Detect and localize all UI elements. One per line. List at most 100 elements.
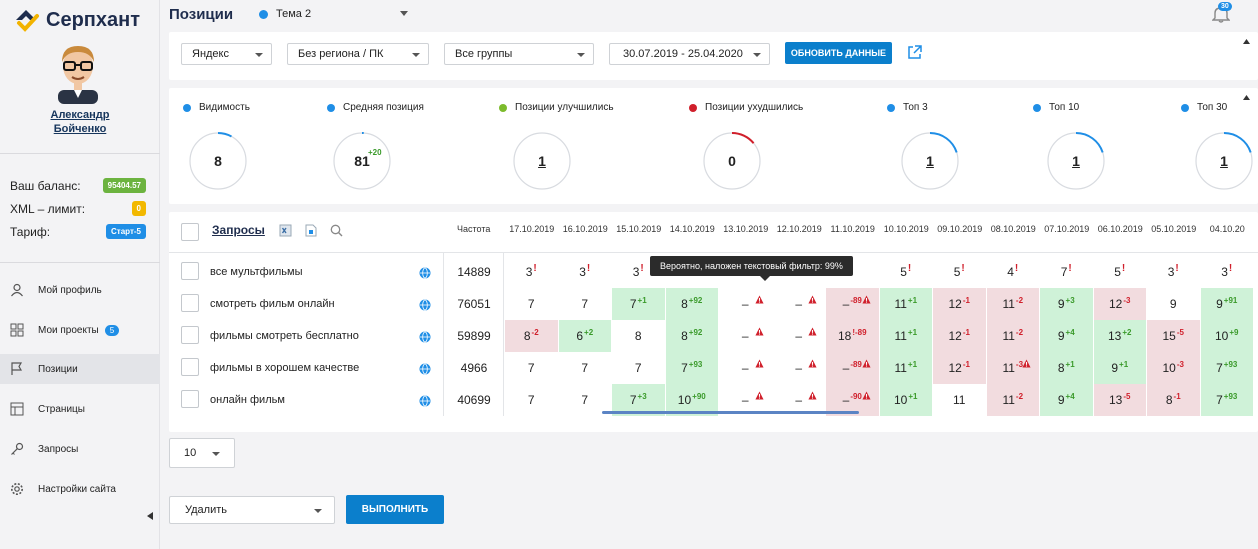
position-cell[interactable]: 8 -1 [1147, 384, 1200, 416]
nav-item-profile[interactable]: Мой профиль [0, 275, 160, 305]
date-column-header[interactable]: 07.10.2019 [1044, 224, 1090, 234]
date-column-header[interactable]: 14.10.2019 [669, 224, 715, 234]
position-cell[interactable]: 5! [933, 256, 986, 288]
user-first-name[interactable]: Александр [50, 109, 110, 121]
bulk-action-select[interactable]: Удалить [169, 496, 335, 524]
position-cell[interactable]: – [719, 384, 772, 416]
row-checkbox[interactable] [181, 390, 199, 408]
position-cell[interactable]: 12 -3 [1093, 288, 1146, 320]
position-cell[interactable]: 8 +92 [665, 320, 718, 352]
position-cell[interactable]: – [773, 288, 826, 320]
date-column-header[interactable]: 11.10.2019 [830, 224, 875, 234]
execute-button[interactable]: ВЫПОЛНИТЬ [346, 495, 444, 524]
engine-select[interactable]: Яндекс [181, 43, 272, 65]
row-checkbox[interactable] [181, 262, 199, 280]
position-cell[interactable]: – -90 [826, 384, 879, 416]
globe-icon[interactable] [419, 362, 431, 375]
position-cell[interactable]: – [773, 320, 826, 352]
position-cell[interactable]: 18 !-89 [826, 320, 879, 352]
position-cell[interactable]: 10 +1 [879, 384, 932, 416]
user-last-name[interactable]: Бойченко [53, 123, 107, 135]
nav-item-projects[interactable]: Мои проекты 5 [0, 315, 160, 345]
warning-icon[interactable] [808, 291, 817, 304]
position-cell[interactable]: 7 [505, 288, 558, 320]
position-cell[interactable]: 13 -5 [1093, 384, 1146, 416]
stat-value[interactable]: 1 [1220, 153, 1228, 169]
collapse-sidebar-icon[interactable] [147, 512, 153, 520]
group-select[interactable]: Все группы [444, 43, 594, 65]
globe-icon[interactable] [419, 330, 431, 343]
position-cell[interactable]: – [773, 384, 826, 416]
excel-export-icon[interactable] [279, 224, 292, 237]
globe-icon[interactable] [419, 298, 431, 311]
position-cell[interactable]: 7 [559, 288, 612, 320]
date-column-header[interactable]: 13.10.2019 [723, 224, 769, 234]
row-checkbox[interactable] [181, 358, 199, 376]
horizontal-scrollbar[interactable] [602, 411, 859, 414]
search-icon[interactable] [330, 224, 343, 237]
warning-icon[interactable] [754, 387, 764, 400]
queries-column-header[interactable]: Запросы [212, 223, 265, 237]
position-cell[interactable]: 3! [1147, 256, 1200, 288]
stat-value[interactable]: 1 [1072, 153, 1080, 169]
collapse-stats-icon[interactable] [1243, 95, 1250, 100]
position-cell[interactable]: 13 +2 [1093, 320, 1146, 352]
position-cell[interactable]: – -89 [826, 352, 879, 384]
position-cell[interactable]: 7 +1 [612, 288, 665, 320]
collapse-filters-icon[interactable] [1243, 39, 1250, 44]
date-column-header[interactable]: 04.10.20 [1209, 224, 1245, 234]
external-link-icon[interactable] [907, 45, 922, 60]
position-cell[interactable]: 7 [505, 352, 558, 384]
per-page-select[interactable]: 10 [169, 438, 235, 468]
nav-item-pages[interactable]: Страницы [0, 394, 160, 424]
position-cell[interactable]: 5! [1094, 256, 1147, 288]
position-cell[interactable]: 15 -5 [1147, 320, 1200, 352]
position-cell[interactable]: – [719, 288, 772, 320]
date-column-header[interactable]: 16.10.2019 [562, 224, 608, 234]
tariff-badge[interactable]: Старт-5 [106, 224, 146, 239]
position-cell[interactable]: 10 -3 [1147, 352, 1200, 384]
position-cell[interactable]: 9 [1147, 288, 1200, 320]
position-cell[interactable]: 12 -1 [933, 352, 986, 384]
date-column-header[interactable]: 10.10.2019 [883, 224, 929, 234]
position-cell[interactable]: – [719, 320, 772, 352]
position-cell[interactable]: 12 -1 [933, 320, 986, 352]
nav-item-queries[interactable]: Запросы [0, 434, 160, 464]
stat-value[interactable]: 1 [538, 153, 546, 169]
row-checkbox[interactable] [181, 326, 199, 344]
position-cell[interactable]: 11 -2 [986, 320, 1039, 352]
warning-icon[interactable] [861, 291, 871, 304]
nav-item-positions[interactable]: Позиции [0, 354, 160, 384]
position-cell[interactable]: 7 [559, 352, 612, 384]
position-cell[interactable]: 10 +9 [1200, 320, 1253, 352]
position-cell[interactable]: 12 -1 [933, 288, 986, 320]
date-column-header[interactable]: 06.10.2019 [1097, 224, 1143, 234]
position-cell[interactable]: 4! [987, 256, 1040, 288]
position-cell[interactable]: 11 +1 [879, 288, 932, 320]
position-cell[interactable]: – -89 [826, 288, 879, 320]
position-cell[interactable]: 7 +93 [665, 352, 718, 384]
avatar[interactable] [48, 40, 108, 104]
position-cell[interactable]: 7 +93 [1200, 384, 1253, 416]
date-column-header[interactable]: 15.10.2019 [616, 224, 662, 234]
position-cell[interactable]: 9 +91 [1200, 288, 1253, 320]
nav-item-site-settings[interactable]: Настройки сайта [0, 474, 160, 504]
warning-icon[interactable] [861, 355, 871, 368]
position-cell[interactable]: 7 [612, 352, 665, 384]
position-cell[interactable]: 9 +1 [1093, 352, 1146, 384]
position-cell[interactable]: 9 +4 [1040, 384, 1093, 416]
position-cell[interactable]: – [719, 352, 772, 384]
position-cell[interactable]: 8 [612, 320, 665, 352]
position-cell[interactable]: 7! [1040, 256, 1093, 288]
position-cell[interactable]: 11 -2 [986, 384, 1039, 416]
position-cell[interactable]: 3! [505, 256, 558, 288]
position-cell[interactable]: 11 +1 [879, 352, 932, 384]
select-all-checkbox[interactable] [181, 223, 199, 241]
warning-icon[interactable] [861, 387, 871, 400]
position-cell[interactable]: 7 [559, 384, 612, 416]
warning-icon[interactable] [754, 355, 764, 368]
chevron-down-icon[interactable] [400, 11, 408, 16]
position-cell[interactable]: 7 +3 [612, 384, 665, 416]
position-cell[interactable]: 9 +3 [1040, 288, 1093, 320]
position-cell[interactable]: 3! [612, 256, 665, 288]
